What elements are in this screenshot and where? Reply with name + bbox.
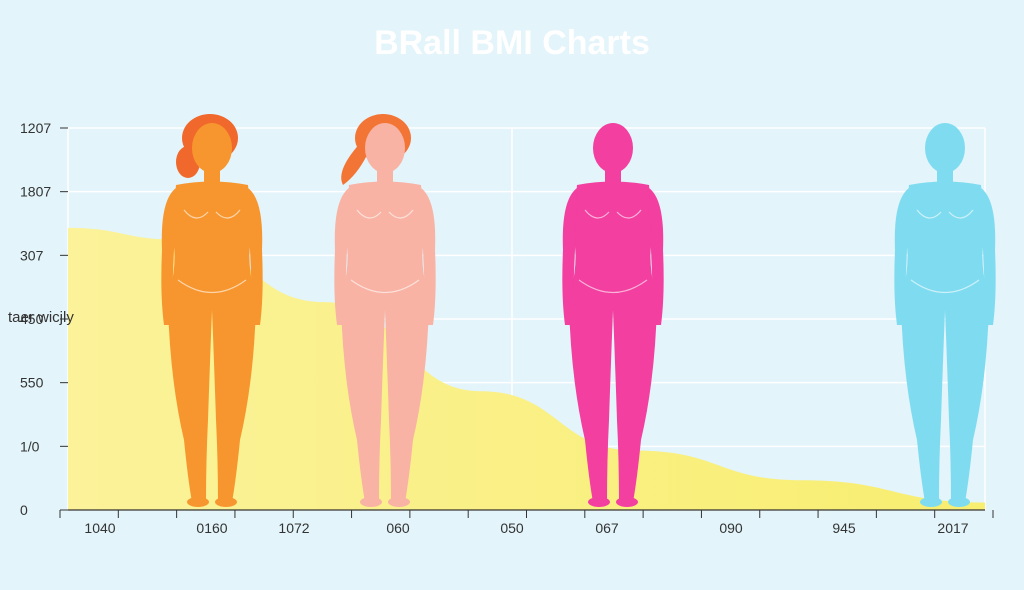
x-tick-label: 060	[386, 520, 410, 536]
right-foot	[616, 497, 638, 507]
figure-orange	[161, 114, 263, 507]
left-leg	[341, 305, 385, 502]
y-tick-label: 550	[20, 375, 44, 391]
area-curve	[68, 227, 985, 510]
chest-outline	[356, 209, 414, 219]
left-foot	[588, 497, 610, 507]
figure-peach	[334, 114, 436, 507]
y-tick-label: 307	[20, 247, 44, 263]
neck	[937, 168, 953, 184]
right-foot	[948, 497, 970, 507]
right-foot	[388, 497, 410, 507]
left-arm	[562, 188, 577, 325]
left-arm	[161, 188, 176, 325]
y-axis-ticks: 1207 1807 307 450 550 1/0 0	[20, 120, 68, 518]
y-tick-label: 1207	[20, 120, 51, 136]
hair-ponytail	[341, 140, 367, 185]
x-tick-label: 2017	[937, 520, 968, 536]
head	[192, 123, 232, 173]
left-leg	[168, 305, 212, 502]
right-leg	[385, 305, 429, 502]
hip-outline	[350, 279, 420, 293]
x-tick-label: 1040	[84, 520, 115, 536]
left-arm	[894, 188, 909, 325]
left-leg	[901, 305, 945, 502]
right-arm	[248, 188, 263, 325]
x-tick-label: 1072	[278, 520, 309, 536]
y-axis-label: taer wicjly	[8, 309, 74, 326]
chart-title: BRall BMI Charts	[374, 24, 650, 62]
torso	[168, 181, 256, 310]
left-leg	[569, 305, 613, 502]
figure-magenta	[562, 123, 664, 507]
chest-outline	[584, 209, 642, 219]
left-arm	[334, 188, 349, 325]
torso	[569, 181, 657, 310]
head	[365, 123, 405, 173]
right-arm	[981, 188, 996, 325]
y-tick-label: 0	[20, 502, 28, 518]
torso	[901, 181, 989, 310]
x-axis-ticks: 1040 0160 1072 060 050 067 090 945 2017	[59, 510, 994, 536]
right-leg	[212, 305, 256, 502]
left-foot	[920, 497, 942, 507]
neck	[377, 168, 393, 184]
x-tick-label: 945	[832, 520, 856, 536]
y-tick-label: 450	[20, 311, 44, 327]
y-tick-label: 1/0	[20, 438, 40, 454]
head	[925, 123, 965, 173]
right-arm	[649, 188, 664, 325]
right-leg	[613, 305, 657, 502]
x-tick-label: 090	[719, 520, 743, 536]
x-tick-label: 0160	[196, 520, 227, 536]
right-arm	[421, 188, 436, 325]
head	[593, 123, 633, 173]
x-tick-label: 067	[595, 520, 619, 536]
chest-outline	[183, 209, 241, 219]
left-foot	[187, 497, 209, 507]
neck	[204, 168, 220, 184]
torso	[341, 181, 429, 310]
figure-cyan	[894, 123, 996, 507]
left-foot	[360, 497, 382, 507]
x-tick-label: 050	[500, 520, 524, 536]
hip-outline	[910, 279, 980, 293]
hip-outline	[578, 279, 648, 293]
y-tick-label: 1807	[20, 184, 51, 200]
body-figures	[161, 114, 996, 507]
right-foot	[215, 497, 237, 507]
chest-outline	[916, 209, 974, 219]
hip-outline	[177, 279, 247, 293]
right-leg	[945, 305, 989, 502]
neck	[605, 168, 621, 184]
